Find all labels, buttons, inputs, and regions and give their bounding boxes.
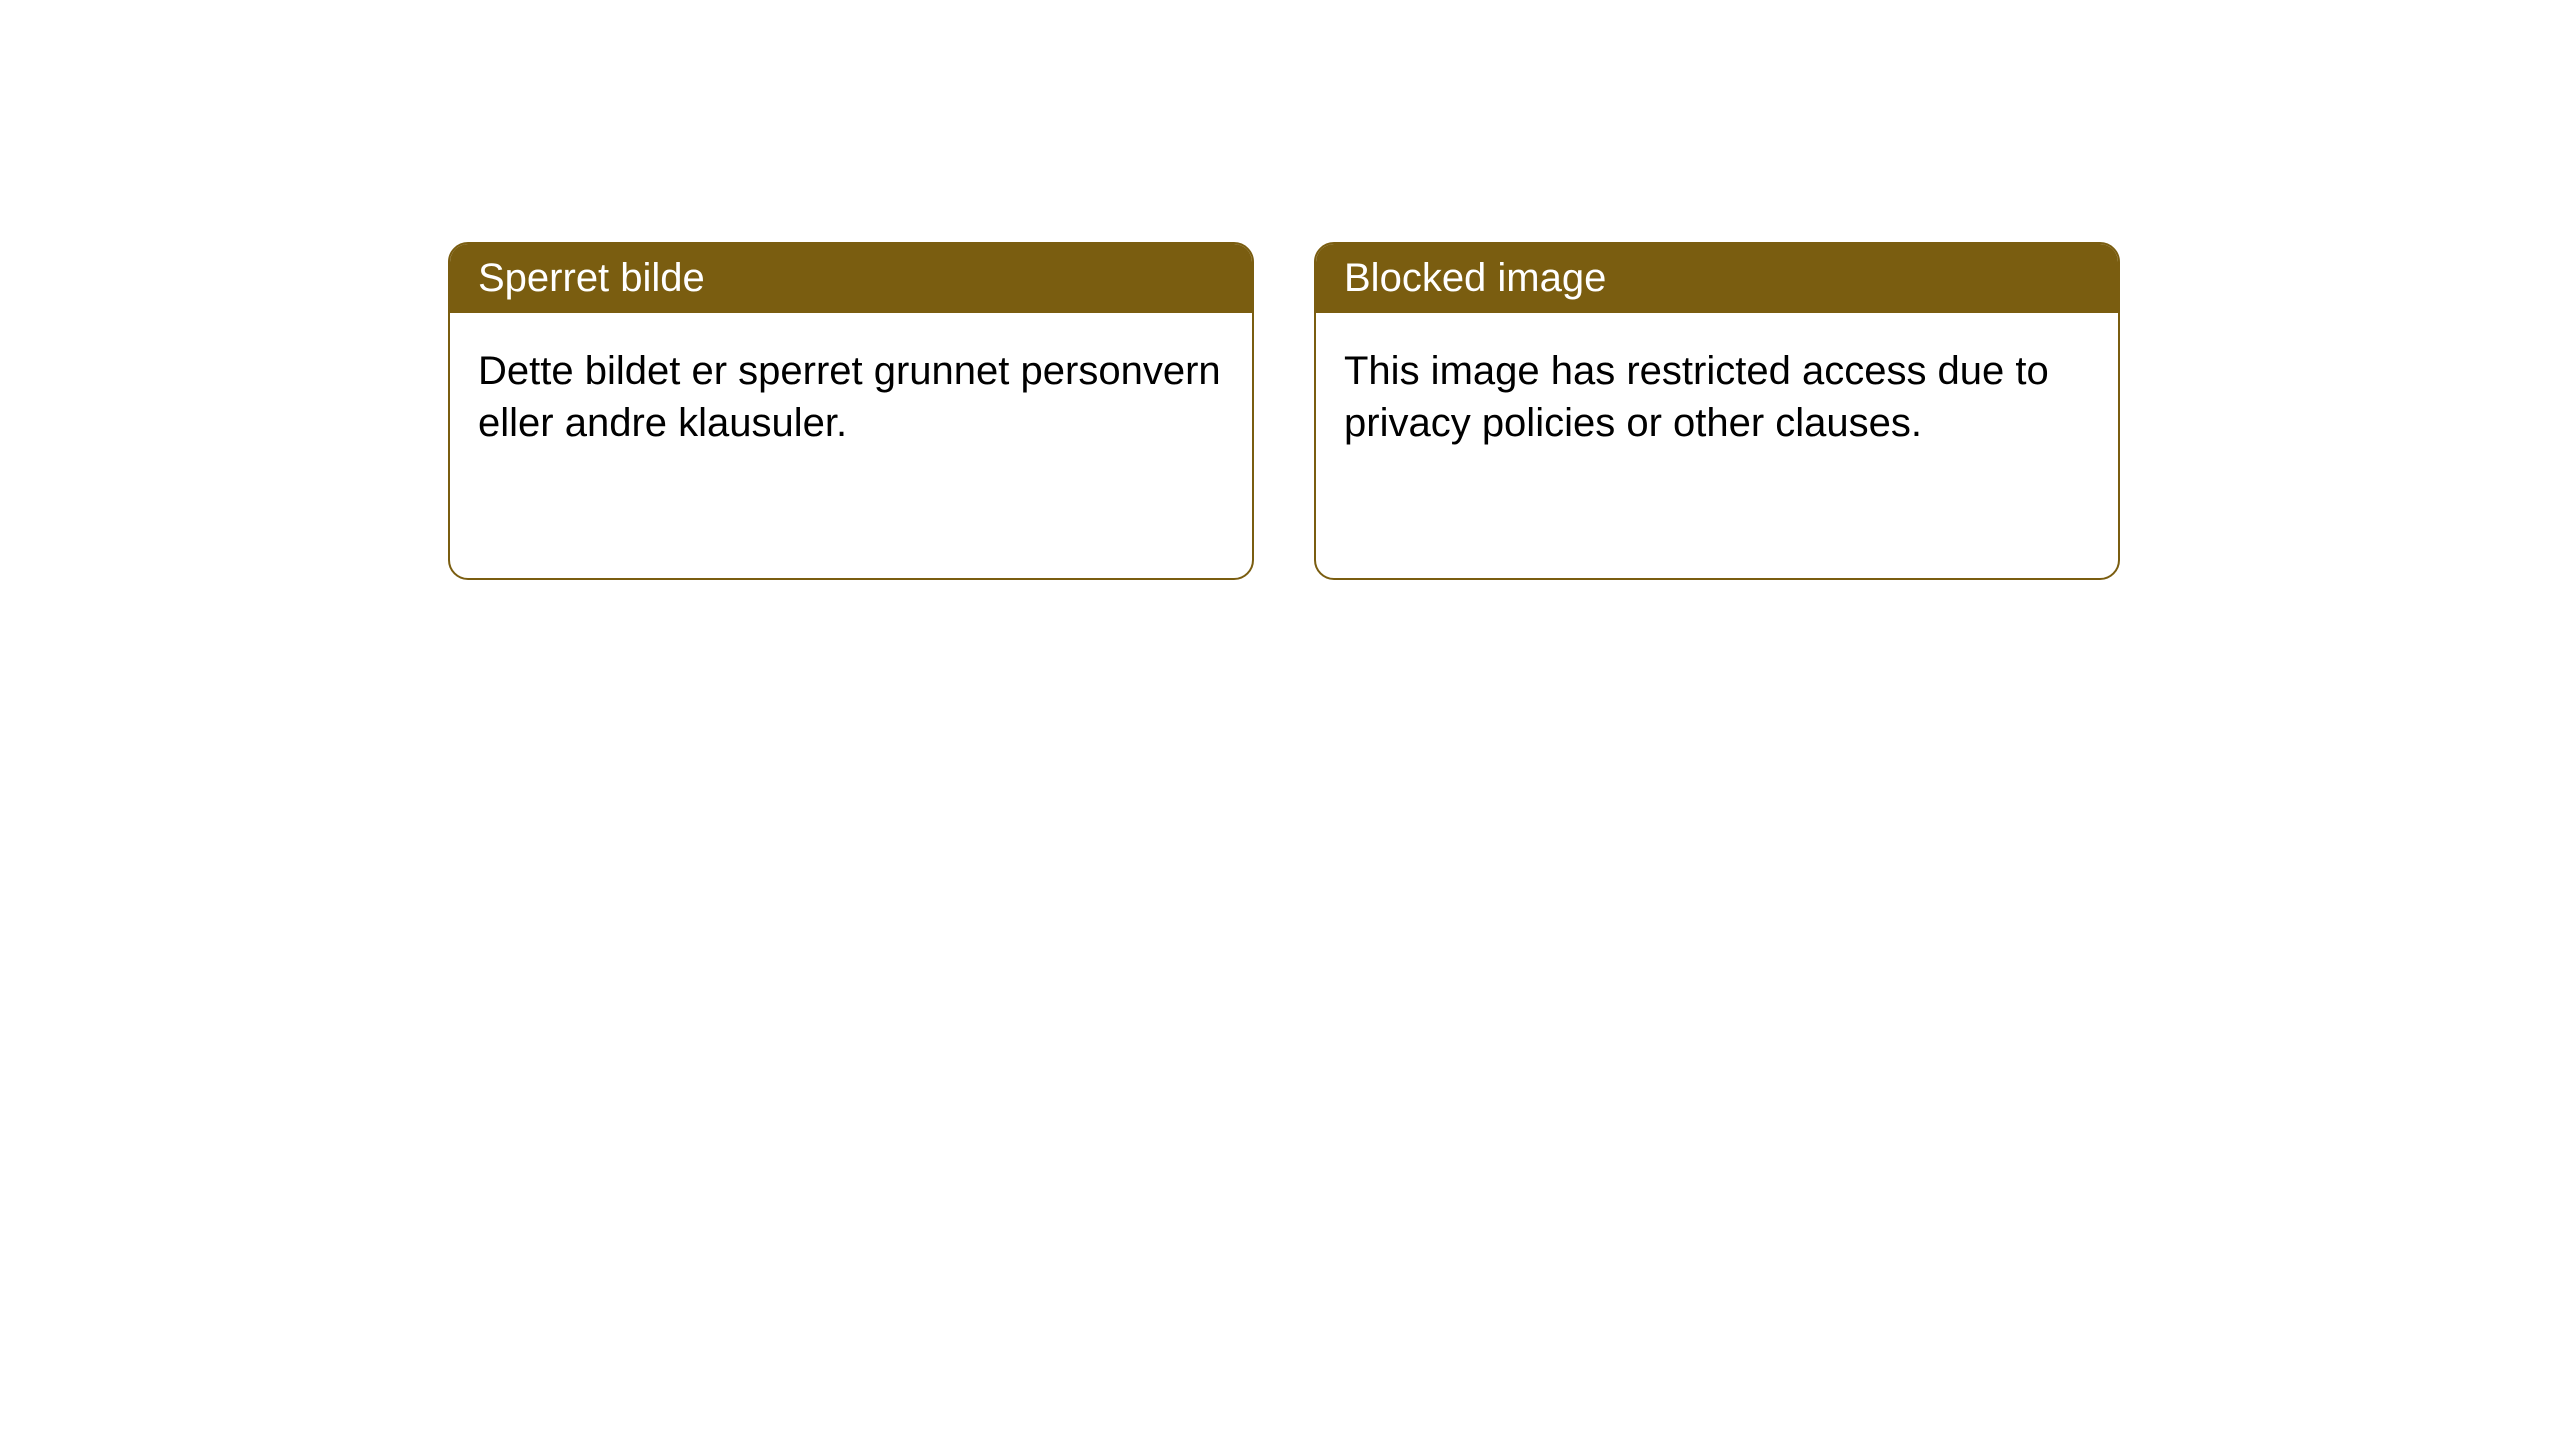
notice-card-english: Blocked image This image has restricted … — [1314, 242, 2120, 580]
notice-card-norwegian: Sperret bilde Dette bildet er sperret gr… — [448, 242, 1254, 580]
notice-header: Blocked image — [1316, 244, 2118, 313]
notice-container: Sperret bilde Dette bildet er sperret gr… — [448, 242, 2120, 580]
notice-body: Dette bildet er sperret grunnet personve… — [450, 313, 1252, 481]
notice-header: Sperret bilde — [450, 244, 1252, 313]
notice-body: This image has restricted access due to … — [1316, 313, 2118, 481]
